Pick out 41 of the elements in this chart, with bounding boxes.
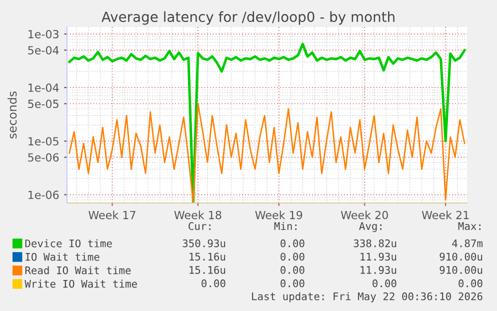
text: 910.00u [440,252,482,261]
text: 15.16u [190,266,226,274]
text: 910.00u [440,266,482,274]
text: 0.00 [372,279,396,288]
line-series [68,102,466,203]
text: 15.16u [190,252,226,261]
text: Avg: [359,222,382,232]
text: Last update: Fri May 22 00:36:10 2026 [252,292,482,302]
chart-title: Average latency for /dev/loop0 - by month [102,11,394,25]
y-tick-label: 1e-04 [28,84,59,92]
text: Cur: [188,222,210,230]
text: 11.93u [360,266,396,274]
text: 0.00 [280,266,304,274]
y-tick-label: 5e-05 [28,100,58,108]
legend-label: Device IO time [25,239,112,248]
y-axis-title: seconds [8,91,17,138]
x-tick-label: Week 21 [422,210,469,220]
legend-label: Write IO Wait time [24,280,137,288]
y-tick-label: 5e-04 [28,46,59,54]
x-tick-label: Week 18 [174,210,222,220]
text: 0.00 [202,279,226,288]
x-tick-label: Week 20 [340,210,388,220]
line-series [68,42,466,203]
legend-label: IO Wait time [26,252,100,261]
text: 350.93u [182,239,226,248]
text: 0.00 [280,239,304,248]
text: 0.00 [280,252,304,261]
y-tick-label: 1e-05 [28,137,58,146]
y-tick-label: 1e-06 [28,190,59,200]
text: 0.00 [458,279,482,288]
text: 4.87m [452,239,483,248]
legend-label: Read IO Wait time [25,266,131,274]
x-tick-label: Week 19 [255,210,302,220]
text: 338.82u [354,239,396,248]
text: 11.93u [360,252,396,261]
x-tick-label: Week 17 [88,210,136,220]
y-tick-label: 5e-06 [28,153,59,162]
text: 0.00 [280,279,304,288]
text: Max: [458,222,480,230]
text: Min: [274,222,296,230]
y-tick-label: 1e-03 [28,30,58,38]
